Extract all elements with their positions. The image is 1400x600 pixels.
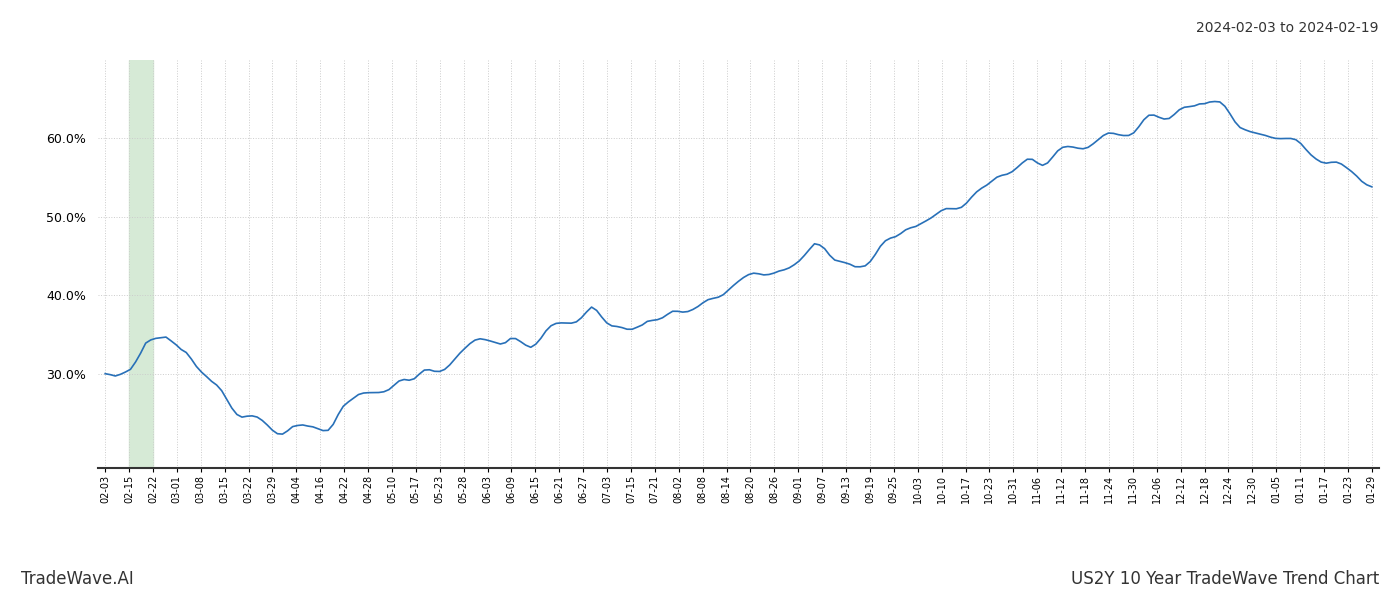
- Bar: [129, 60, 153, 468]
- Text: TradeWave.AI: TradeWave.AI: [21, 570, 134, 588]
- Text: US2Y 10 Year TradeWave Trend Chart: US2Y 10 Year TradeWave Trend Chart: [1071, 570, 1379, 588]
- Text: 2024-02-03 to 2024-02-19: 2024-02-03 to 2024-02-19: [1197, 21, 1379, 35]
